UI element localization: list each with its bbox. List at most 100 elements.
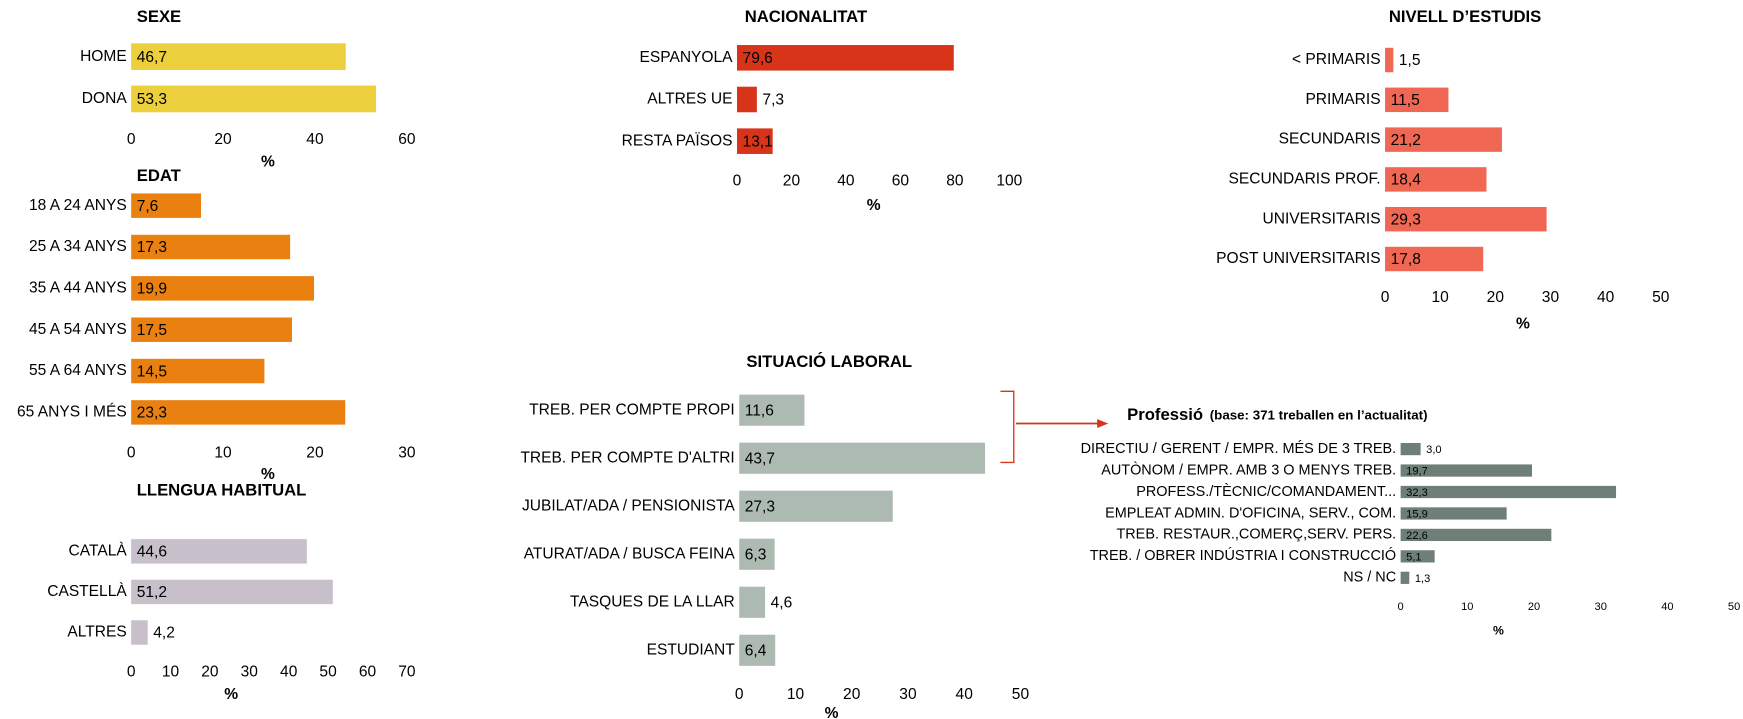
category-label: AUTÒNOM / EMPR. AMB 3 O MENYS TREB. <box>1101 461 1396 478</box>
value-label: 22,6 <box>1406 530 1428 542</box>
arrow-head <box>1097 419 1109 428</box>
bar <box>131 43 346 71</box>
bar <box>1385 206 1547 232</box>
category-label: TASQUES DE LA LLAR <box>570 593 735 610</box>
category-label: < PRIMARIS <box>1292 51 1381 68</box>
x-tick-label: 80 <box>946 172 964 189</box>
x-tick-label: 40 <box>837 172 855 189</box>
category-label: ESTUDIANT <box>647 641 736 658</box>
category-label: 18 A 24 ANYS <box>29 197 127 214</box>
chart-title: Professió <box>1127 405 1203 424</box>
value-label: 43,7 <box>745 450 775 467</box>
x-tick-label: 40 <box>280 664 298 681</box>
category-label: 35 A 44 ANYS <box>29 279 127 296</box>
value-label: 44,6 <box>137 544 167 561</box>
bar <box>1400 464 1533 477</box>
value-label: 17,3 <box>137 239 167 256</box>
category-label: ATURAT/ADA / BUSCA FEINA <box>524 545 736 562</box>
x-tick-label: 60 <box>892 172 910 189</box>
bar <box>131 400 346 425</box>
x-tick-label: 30 <box>1542 289 1560 306</box>
value-label: 53,3 <box>137 91 167 108</box>
chart-title: LLENGUA HABITUAL <box>137 481 307 500</box>
bar <box>739 442 986 474</box>
x-tick-label: 10 <box>214 445 232 462</box>
x-axis-label: % <box>867 197 881 214</box>
value-label: 17,8 <box>1391 251 1421 268</box>
x-tick-label: 50 <box>319 664 337 681</box>
bar <box>1400 485 1617 499</box>
bar <box>131 620 148 645</box>
category-label: CATALÀ <box>69 542 128 559</box>
bar <box>739 586 766 618</box>
value-label: 21,2 <box>1391 132 1421 149</box>
bracket <box>1000 390 1015 464</box>
x-tick-label: 20 <box>214 131 232 148</box>
value-label: 27,3 <box>745 498 775 515</box>
category-label: PRIMARIS <box>1305 91 1380 108</box>
chart-title: NACIONALITAT <box>745 7 867 26</box>
bar <box>739 634 776 666</box>
bar <box>131 579 333 605</box>
value-label: 19,7 <box>1406 466 1428 478</box>
category-label: 55 A 64 ANYS <box>29 362 127 379</box>
bar <box>1385 87 1449 113</box>
chart-title: SEXE <box>137 7 181 26</box>
x-axis-label: % <box>261 153 275 170</box>
x-tick-label: 40 <box>1597 289 1615 306</box>
bar <box>1400 442 1421 456</box>
bar <box>131 358 265 384</box>
value-label: 18,4 <box>1391 172 1422 189</box>
category-label: HOME <box>80 48 127 65</box>
category-label: ALTRES <box>67 624 126 641</box>
bar <box>739 394 805 426</box>
value-label: 32,3 <box>1406 487 1428 499</box>
bar <box>131 317 292 342</box>
bar <box>131 85 377 113</box>
category-label: TREB. / OBRER INDÚSTRIA I CONSTRUCCIÓ <box>1090 547 1396 564</box>
category-label: TREB. PER COMPTE PROPI <box>529 401 735 418</box>
chart-title: EDAT <box>137 166 181 185</box>
x-tick-label: 10 <box>1461 601 1473 613</box>
x-axis-label: % <box>825 705 839 719</box>
value-label: 11,6 <box>745 402 774 419</box>
value-label: 29,3 <box>1391 211 1421 228</box>
category-label: 45 A 54 ANYS <box>29 321 127 338</box>
category-label: DONA <box>82 90 128 107</box>
category-label: TREB. RESTAUR.,COMERÇ,SERV. PERS. <box>1116 527 1396 543</box>
x-tick-label: 20 <box>783 172 801 189</box>
x-tick-label: 0 <box>127 131 136 148</box>
bar <box>131 193 202 218</box>
category-label: 25 A 34 ANYS <box>29 238 127 255</box>
value-label: 4,6 <box>771 594 793 611</box>
bar <box>736 45 954 71</box>
value-label: 1,3 <box>1415 573 1430 585</box>
chart-title: SITUACIÓ LABORAL <box>746 352 912 371</box>
value-label: 19,9 <box>137 281 167 298</box>
x-tick-label: 40 <box>306 131 324 148</box>
x-tick-label: 20 <box>201 664 219 681</box>
category-label: CASTELLÀ <box>47 583 127 600</box>
value-label: 6,3 <box>745 546 767 563</box>
x-tick-label: 70 <box>398 664 416 681</box>
value-label: 5,1 <box>1406 551 1421 563</box>
bar <box>131 539 307 564</box>
category-label: EMPLEAT ADMIN. D'OFICINA, SERV., COM. <box>1105 505 1396 521</box>
value-label: 13,1 <box>743 133 773 150</box>
bar <box>1385 167 1487 192</box>
x-tick-label: 30 <box>1595 601 1607 613</box>
x-axis-label: % <box>224 686 238 703</box>
value-label: 7,3 <box>762 92 784 109</box>
value-label: 17,5 <box>137 322 167 339</box>
bar <box>1385 127 1502 152</box>
value-label: 6,4 <box>745 643 767 660</box>
chart-title: NIVELL D’ESTUDIS <box>1389 7 1541 26</box>
category-label: ALTRES UE <box>647 91 732 108</box>
canvas: SEXE 0 20 40 60% HOME 46,7 DONA 53,3 EDAT 0 10 20 30%… <box>17 7 1740 719</box>
bar <box>131 234 291 260</box>
bar <box>1400 507 1507 520</box>
bar <box>1385 246 1484 272</box>
x-axis-label: % <box>1493 624 1504 638</box>
